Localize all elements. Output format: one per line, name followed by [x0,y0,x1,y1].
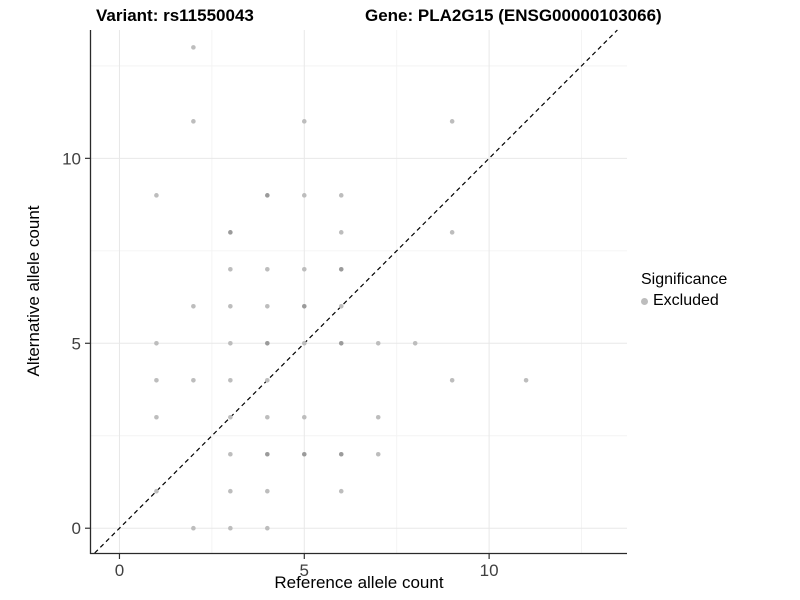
data-point [265,267,270,272]
data-point [301,340,307,346]
data-point [338,340,344,346]
data-point [191,45,196,50]
data-point [265,340,270,346]
data-point [154,340,159,346]
data-point [228,303,233,309]
data-point [228,230,233,235]
data-point [375,451,381,457]
y-tick-label: 0 [72,519,81,538]
data-point [228,414,233,420]
data-point [154,193,159,198]
data-point [191,377,196,383]
x-axis-title: Reference allele count [274,573,444,592]
data-point [154,488,159,494]
data-point [338,488,344,494]
x-tick-label: 10 [480,561,499,580]
data-point [338,451,344,457]
variant-title: Variant: rs11550043 [96,6,254,25]
data-point [301,303,307,309]
y-axis-title: Alternative allele count [24,205,43,377]
data-point [265,525,270,531]
x-tick-label: 5 [300,561,309,580]
data-point [301,267,307,272]
data-point [228,377,233,383]
y-tick-label: 5 [72,334,81,353]
excluded-point-icon [641,297,648,305]
data-point [301,193,307,198]
data-point [191,119,196,124]
data-point [449,377,455,383]
legend-title: Significance [641,271,728,288]
data-point [338,303,344,309]
legend-item-excluded: Excluded [641,292,727,310]
data-point [265,451,270,457]
data-point [265,193,270,198]
data-point [375,340,381,346]
y-tick-label: 10 [62,149,81,168]
legend-item-label: Excluded [653,292,719,309]
gene-title: Gene: PLA2G15 (ENSG00000103066) [365,6,662,25]
data-point [412,340,418,346]
data-point [265,303,270,309]
data-point [301,414,307,420]
data-point [338,193,344,198]
data-point [191,303,196,309]
data-point [338,267,344,272]
data-point [301,451,307,457]
x-tick-label: 0 [115,561,124,580]
data-point [265,488,270,494]
data-point [228,488,233,494]
data-point [265,377,270,383]
data-point [265,414,270,420]
data-point [449,230,455,235]
data-point [449,119,455,124]
data-point [154,377,159,383]
data-point [228,267,233,272]
data-point [523,377,529,383]
data-point [301,119,307,124]
legend: Significance Excluded [641,271,727,310]
data-point [228,525,233,531]
data-point [154,414,159,420]
data-point [375,414,381,420]
identity-line [94,29,618,554]
data-point [338,230,344,235]
data-point [228,340,233,346]
data-point [191,525,196,531]
data-point [228,451,233,457]
